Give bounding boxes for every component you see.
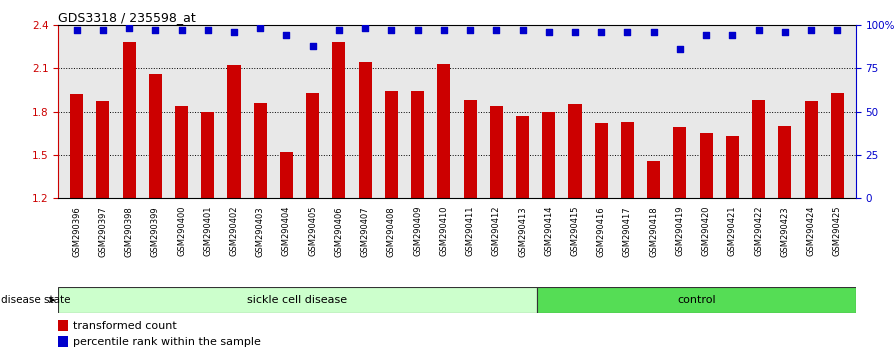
Bar	[437, 64, 451, 354]
Point	[647, 29, 661, 35]
Point	[594, 29, 608, 35]
Point	[436, 27, 451, 33]
Bar	[490, 106, 503, 354]
Point	[122, 25, 136, 31]
Bar	[726, 136, 739, 354]
Bar	[384, 91, 398, 354]
Point	[568, 29, 582, 35]
Point	[148, 27, 162, 33]
Point	[227, 29, 241, 35]
Point	[332, 27, 346, 33]
Text: transformed count: transformed count	[73, 321, 177, 331]
Point	[489, 27, 504, 33]
Bar	[805, 101, 818, 354]
Point	[752, 27, 766, 33]
Bar	[280, 152, 293, 354]
Bar	[674, 127, 686, 354]
Point	[620, 29, 634, 35]
Point	[699, 32, 713, 38]
Bar	[537, 287, 856, 313]
Bar	[175, 106, 188, 354]
Text: sickle cell disease: sickle cell disease	[247, 295, 348, 305]
Point	[69, 27, 83, 33]
Text: percentile rank within the sample: percentile rank within the sample	[73, 337, 262, 347]
Bar	[254, 103, 267, 354]
Point	[831, 27, 845, 33]
Bar	[568, 104, 582, 354]
Point	[253, 25, 267, 31]
Bar	[779, 126, 791, 354]
Bar	[647, 161, 660, 354]
Bar	[595, 123, 607, 354]
Bar	[332, 42, 346, 354]
Bar	[70, 94, 83, 354]
Point	[410, 27, 425, 33]
Bar	[542, 112, 556, 354]
Point	[541, 29, 556, 35]
Bar	[621, 122, 634, 354]
Bar	[411, 91, 424, 354]
Text: control: control	[676, 295, 716, 305]
Bar	[58, 336, 68, 347]
Point	[201, 27, 215, 33]
Bar	[58, 287, 537, 313]
Bar	[516, 116, 530, 354]
Point	[463, 27, 478, 33]
Bar	[306, 93, 319, 354]
Point	[384, 27, 399, 33]
Bar	[123, 42, 135, 354]
Point	[306, 43, 320, 48]
Text: GDS3318 / 235598_at: GDS3318 / 235598_at	[58, 11, 196, 24]
Bar	[149, 74, 162, 354]
Point	[358, 25, 373, 31]
Point	[778, 29, 792, 35]
Bar	[700, 133, 712, 354]
Bar	[228, 65, 240, 354]
Point	[725, 32, 739, 38]
Point	[280, 32, 294, 38]
Point	[804, 27, 818, 33]
Point	[96, 27, 110, 33]
Bar	[202, 112, 214, 354]
Bar	[831, 93, 844, 354]
Bar	[58, 320, 68, 331]
Point	[515, 27, 530, 33]
Text: disease state: disease state	[1, 295, 71, 305]
Bar	[752, 100, 765, 354]
Point	[673, 46, 687, 52]
Point	[175, 27, 189, 33]
Bar	[96, 101, 109, 354]
Bar	[358, 62, 372, 354]
Bar	[463, 100, 477, 354]
